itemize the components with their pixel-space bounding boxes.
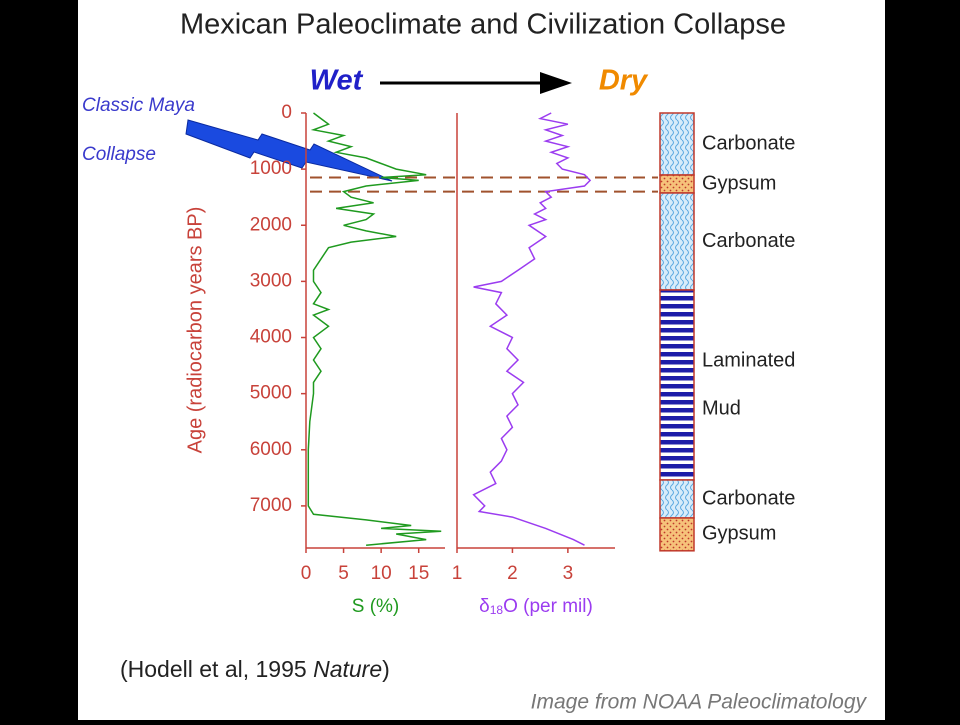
x-tick-label: 5 xyxy=(338,563,349,584)
column-layer xyxy=(659,479,695,519)
column-layer xyxy=(659,517,695,552)
annotation: Classic Maya xyxy=(82,95,195,116)
x-axis-label-part: O (per mil) xyxy=(503,596,593,617)
credit: Image from NOAA Paleoclimatology xyxy=(531,691,868,714)
title: Mexican Paleoclimate and Civilization Co… xyxy=(180,9,786,41)
x-axis-label-part: S (%) xyxy=(352,596,400,617)
x-axis-label-part: δ xyxy=(479,596,490,617)
y-tick-label: 5000 xyxy=(250,383,292,404)
column-layer xyxy=(659,192,695,291)
layer-label: Gypsum xyxy=(702,523,776,545)
layer-label: Carbonate xyxy=(702,487,795,509)
y-tick-label: 7000 xyxy=(250,495,292,516)
dry-label: Dry xyxy=(599,65,649,97)
x-axis-label: S (%) xyxy=(352,596,400,617)
y-tick-label: 3000 xyxy=(250,270,292,291)
x-axis-label-part: 18 xyxy=(490,603,504,617)
wet-dry-arrowhead xyxy=(540,72,572,94)
y-tick-label: 6000 xyxy=(250,439,292,460)
citation: (Hodell et al, 1995 Nature) xyxy=(120,656,390,682)
layer-label: Carbonate xyxy=(702,230,795,252)
plots: 0 1000 2000 3000 4000 5000 6000 7000 0 5 10 15 Age (… xyxy=(184,102,795,617)
layer-label: Carbonate xyxy=(702,132,795,154)
collapse-arrow xyxy=(185,119,393,182)
wet-label: Wet xyxy=(310,65,364,97)
column-layer xyxy=(659,174,695,194)
data-line xyxy=(472,112,592,546)
y-tick-label: 0 xyxy=(281,102,292,123)
x-tick-label: 10 xyxy=(371,563,392,584)
y-axis-label: Age (radiocarbon years BP) xyxy=(184,207,206,454)
layer-label: Laminated xyxy=(702,349,795,371)
annotation: Collapse xyxy=(82,144,156,165)
x-tick-label: 0 xyxy=(301,563,312,584)
citation-journal: Nature xyxy=(313,656,382,682)
data-line xyxy=(307,112,442,546)
column-layer xyxy=(659,289,695,481)
y-tick-label: 4000 xyxy=(250,327,292,348)
slide-background xyxy=(78,0,885,720)
column-layer xyxy=(659,112,695,176)
x-tick-label: 1 xyxy=(452,563,463,584)
citation-text: (Hodell et al, 1995 xyxy=(120,656,307,682)
y-tick-label: 1000 xyxy=(250,158,292,179)
layer-label: Mud xyxy=(702,397,741,419)
x-tick-label: 15 xyxy=(408,563,429,584)
x-axis-label: δ18O (per mil) xyxy=(479,596,593,617)
layer-label: Gypsum xyxy=(702,172,776,194)
citation-close: ) xyxy=(382,656,390,682)
x-tick-label: 2 xyxy=(507,563,518,584)
y-tick-label: 2000 xyxy=(250,214,292,235)
x-tick-label: 3 xyxy=(563,563,574,584)
